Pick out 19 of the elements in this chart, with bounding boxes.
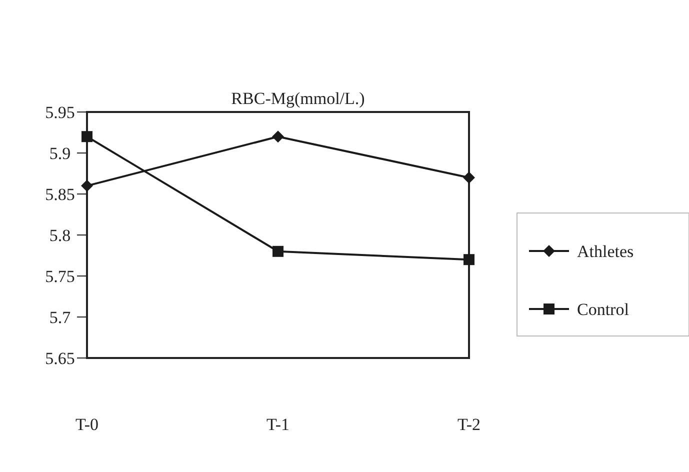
x-tick-label: T-1	[266, 415, 290, 434]
point	[272, 130, 284, 143]
chart-title: RBC-Mg(mmol/L.)	[231, 89, 365, 108]
y-tick-label: 5.65	[45, 348, 75, 368]
point	[464, 254, 474, 266]
point	[463, 172, 475, 184]
point	[272, 246, 284, 257]
point	[81, 180, 93, 192]
y-tick-label: 5.9	[49, 144, 71, 163]
y-tick-label: 5.85	[45, 184, 75, 204]
x-tick-label: T-2	[458, 415, 480, 434]
x-tick-label: T-0	[76, 415, 98, 434]
y-tick-label: 5.8	[49, 226, 71, 245]
y-tick-label: 5.95	[45, 102, 75, 122]
y-tick-label: 5.75	[45, 266, 75, 286]
legend-label: Athletes	[577, 242, 634, 261]
legend-label: Control	[577, 300, 630, 319]
y-tick-label: 5.7	[49, 308, 72, 327]
point	[82, 131, 92, 142]
